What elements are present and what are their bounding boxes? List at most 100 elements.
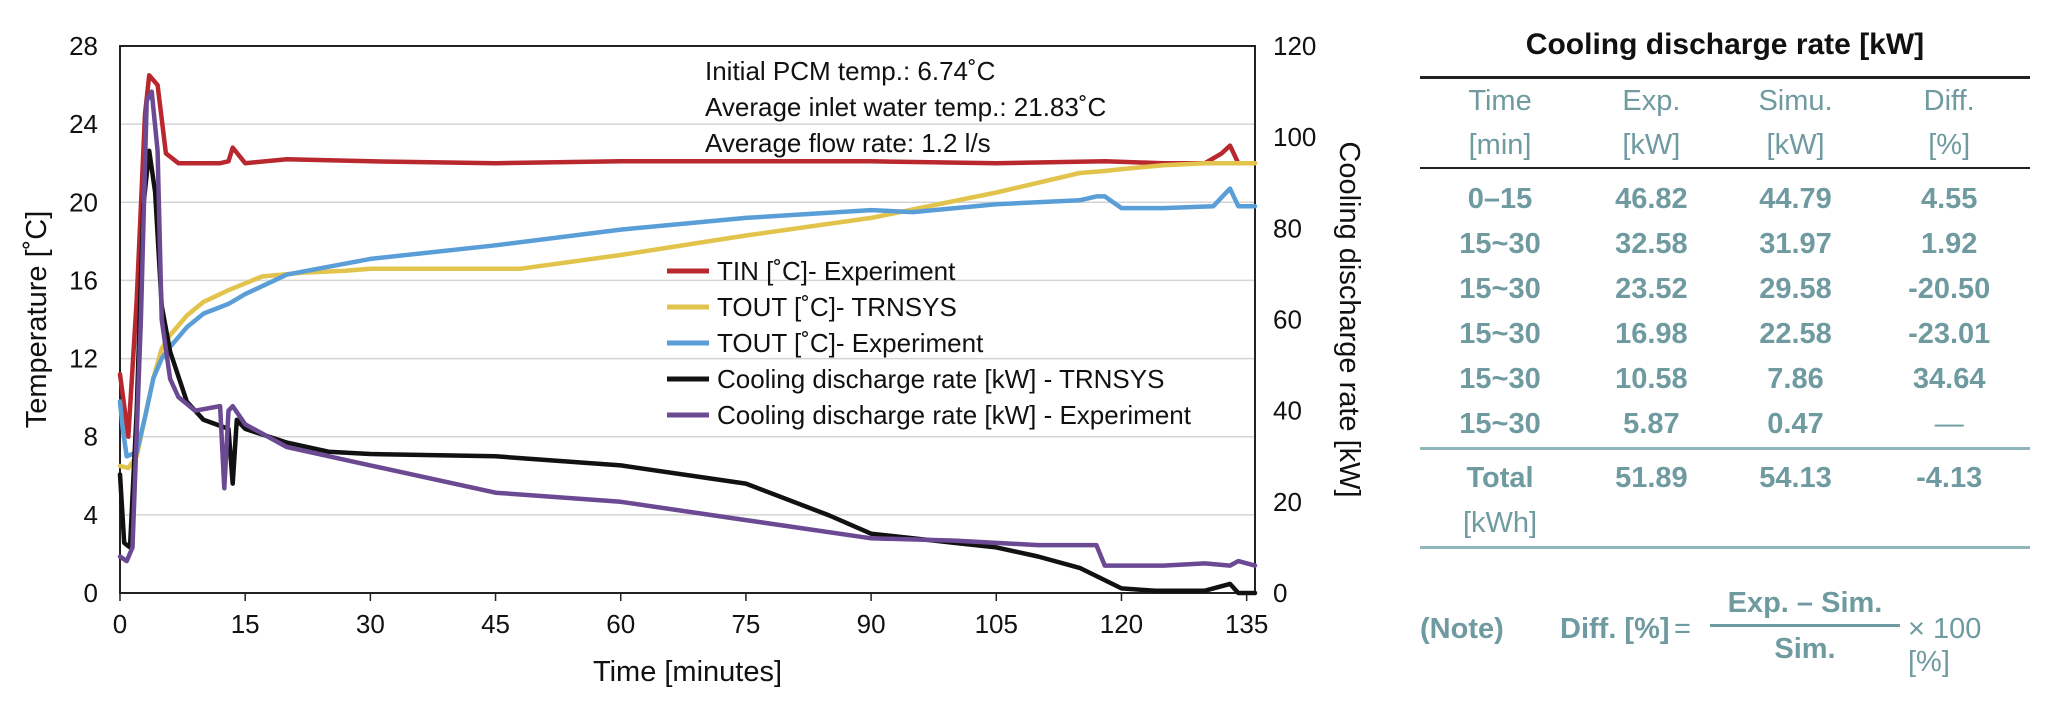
- series-line-5: [117, 89, 1258, 568]
- cell-diff: -23.01: [1908, 318, 1991, 350]
- cell-diff: 1.92: [1920, 228, 1978, 260]
- cell-time: 15~30: [1459, 318, 1541, 350]
- legend-entry-label: Cooling discharge rate [kW] - TRNSYS: [717, 364, 1164, 394]
- plot-area-frame: [119, 45, 1256, 594]
- x-tick-label: 60: [606, 609, 635, 639]
- header-time: Time: [1468, 85, 1532, 117]
- y-left-tick-label: 0: [84, 578, 98, 608]
- x-tick-label: 0: [113, 609, 127, 639]
- legend-entry-label: TOUT [˚C]- TRNSYS: [717, 292, 957, 322]
- note-equals: =: [1674, 613, 1691, 645]
- series-line-3: [117, 186, 1258, 459]
- x-tick-label: 15: [231, 609, 260, 639]
- discharge-table: Time Exp. Simu. Diff. [min] [kW] [kW] [%…: [1420, 76, 2030, 549]
- y-left-tick-label: 24: [69, 109, 98, 139]
- y-right-tick-label: 100: [1273, 122, 1316, 152]
- note-label: (Note): [1420, 613, 1504, 645]
- table-unit-row: [min] [kW] [kW] [%]: [1420, 123, 2030, 168]
- cell-diff: —: [1934, 408, 1964, 440]
- y-left-tick-label: 8: [84, 422, 98, 452]
- total-label: Total: [1466, 462, 1534, 494]
- formula-note: (Note) Diff. [%] = Exp. – Sim. Sim. × 10…: [1420, 587, 2030, 678]
- cell-exp: 32.58: [1615, 228, 1688, 260]
- cell-time: 0–15: [1467, 183, 1533, 215]
- cell-exp: 23.52: [1615, 273, 1688, 305]
- cell-diff: 4.55: [1920, 183, 1978, 215]
- note-lhs: Diff. [%]: [1560, 613, 1670, 645]
- x-tick-label: 30: [356, 609, 385, 639]
- x-tick-label: 135: [1225, 609, 1268, 639]
- cell-simu: 44.79: [1759, 183, 1832, 215]
- y-left-tick-label: 12: [69, 344, 98, 374]
- note-numerator: Exp. – Sim.: [1710, 587, 1900, 627]
- legend-entry-label: Cooling discharge rate [kW] - Experiment: [717, 400, 1192, 430]
- x-tick-label: 105: [975, 609, 1018, 639]
- table-total-row: Total 51.89 54.13 -4.13: [1420, 448, 2030, 502]
- y-right-tick-label: 60: [1273, 305, 1302, 335]
- unit-exp: [kW]: [1622, 129, 1681, 161]
- legend-entry-label: TIN [˚C]- Experiment: [717, 256, 956, 286]
- info-text-line: Average flow rate: 1.2 l/s: [705, 128, 991, 158]
- x-tick-label: 120: [1100, 609, 1143, 639]
- series-line-4: [117, 148, 1258, 596]
- cell-time: 15~30: [1459, 273, 1541, 305]
- note-tail: × 100 [%]: [1908, 613, 1982, 678]
- y-right-tick-label: 120: [1273, 31, 1316, 61]
- cell-time: 15~30: [1459, 363, 1541, 395]
- y-left-tick-label: 4: [84, 500, 98, 530]
- cell-exp: 46.82: [1615, 183, 1688, 215]
- cell-simu: 22.58: [1759, 318, 1832, 350]
- y-left-tick-label: 28: [69, 31, 98, 61]
- note-fraction: Exp. – Sim. Sim.: [1710, 587, 1900, 666]
- total-unit: [kWh]: [1462, 507, 1538, 539]
- cell-simu: 31.97: [1759, 228, 1832, 260]
- cell-time: 15~30: [1459, 408, 1541, 440]
- table-row: 15~30 23.52 29.58 -20.50: [1420, 267, 2030, 312]
- cell-diff: 34.64: [1912, 363, 1986, 395]
- info-text-line: Initial PCM temp.: 6.74˚C: [705, 56, 995, 86]
- table-row: 15~30 16.98 22.58 -23.01: [1420, 312, 2030, 357]
- legend-entry-label: TOUT [˚C]- Experiment: [717, 328, 984, 358]
- header-diff: Diff.: [1923, 85, 1975, 117]
- y-left-axis-label: Temperature [˚C]: [21, 211, 53, 429]
- cell-exp: 16.98: [1615, 318, 1688, 350]
- cell-simu: 7.86: [1767, 363, 1824, 395]
- info-text-line: Average inlet water temp.: 21.83˚C: [705, 92, 1106, 122]
- x-axis-label: Time [minutes]: [593, 656, 782, 688]
- unit-simu: [kW]: [1766, 129, 1825, 161]
- chart-panel: 0 4 8 12 16 20 24 28 0 20 40 60 80 100 120 0 15 30 45 60 75 9…: [21, 31, 1365, 688]
- y-left-tick-label: 20: [69, 187, 98, 217]
- cell-simu: 0.47: [1767, 408, 1824, 440]
- dual-axis-line-chart: 0 4 8 12 16 20 24 28 0 20 40 60 80 100 120 0 15 30 45 60 75 9…: [21, 31, 1365, 688]
- note-denominator: Sim.: [1774, 633, 1836, 665]
- discharge-table-panel: Cooling discharge rate [kW] Time Exp. Si…: [1420, 28, 2030, 678]
- table-row: 15~30 10.58 7.86 34.64: [1420, 357, 2030, 402]
- total-exp: 51.89: [1615, 462, 1688, 494]
- table-row: 15~30 32.58 31.97 1.92: [1420, 222, 2030, 267]
- y-right-axis-label: Cooling discharge rate [kW]: [1333, 141, 1365, 497]
- header-exp: Exp.: [1622, 85, 1681, 117]
- x-tick-label: 45: [481, 609, 510, 639]
- cell-exp: 10.58: [1615, 363, 1688, 395]
- y-left-tick-label: 16: [69, 265, 98, 295]
- x-tick-label: 90: [857, 609, 886, 639]
- header-simu: Simu.: [1758, 85, 1833, 117]
- y-right-tick-label: 80: [1273, 213, 1302, 243]
- unit-time: [min]: [1468, 129, 1532, 161]
- unit-diff: [%]: [1928, 129, 1971, 161]
- table-row: 0–15 46.82 44.79 4.55: [1420, 177, 2030, 222]
- x-tick-label: 75: [731, 609, 760, 639]
- cell-diff: -20.50: [1908, 273, 1991, 305]
- y-right-tick-label: 40: [1273, 396, 1302, 426]
- y-right-tick-label: 0: [1273, 578, 1287, 608]
- cell-simu: 29.58: [1759, 273, 1832, 305]
- total-diff: -4.13: [1916, 462, 1983, 494]
- table-title: Cooling discharge rate [kW]: [1525, 28, 1925, 61]
- table-row: 15~30 5.87 0.47 —: [1420, 402, 2030, 449]
- table-header-row: Time Exp. Simu. Diff.: [1420, 77, 2030, 124]
- cell-exp: 5.87: [1623, 408, 1680, 440]
- y-right-tick-label: 20: [1273, 487, 1302, 517]
- cell-time: 15~30: [1459, 228, 1541, 260]
- total-simu: 54.13: [1759, 462, 1832, 494]
- table-total-unit-row: [kWh]: [1420, 501, 2030, 548]
